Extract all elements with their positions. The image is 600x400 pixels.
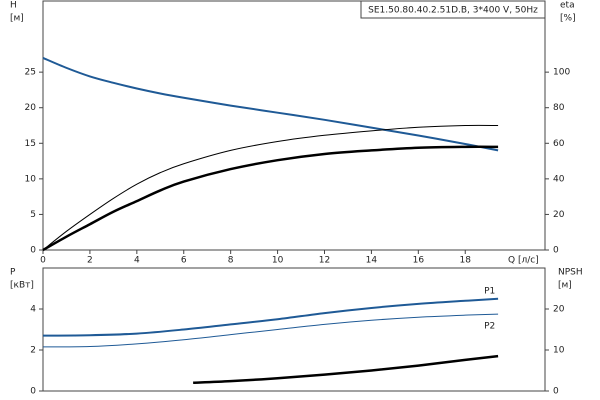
y-tick-label: 10 [25,174,37,184]
x-tick-label: 6 [181,256,187,266]
curve [42,56,499,152]
y2-tick-label: 20 [553,210,565,220]
curve [42,297,499,337]
y-axis-label: P [10,268,16,278]
curve [42,313,499,348]
curve [42,145,499,252]
y-tick-label: 0 [30,246,36,256]
x-tick-label: 0 [40,256,46,266]
curve [42,124,499,251]
title-box [360,0,546,19]
chart-title: SE1.50.80.40.2.51D.B, 3*400 V, 50Hz [368,6,538,16]
y-tick-label: 4 [30,305,36,315]
y2-tick-label: 20 [553,305,565,315]
y2-axis-unit: [%] [560,14,576,24]
y2-tick-label: 40 [553,174,565,184]
y-tick-label: 25 [25,68,36,78]
y-tick-label: 15 [25,139,36,149]
y2-tick-label: 0 [553,246,559,256]
x-tick-label: 16 [413,256,425,266]
x-tick-label: 2 [87,256,93,266]
y-axis-label: H [10,1,17,11]
x-tick-label: 12 [319,256,330,266]
plot-frame [42,0,546,251]
series-label: P2 [484,322,495,332]
y2-tick-label: 80 [553,103,565,113]
curve [193,354,499,385]
plot-frame [42,267,546,392]
y-axis-unit: [кВт] [10,281,34,291]
y2-tick-label: 100 [553,68,570,78]
y2-tick-label: 60 [553,139,565,149]
x-tick-label: 14 [366,256,378,266]
x-tick-label: 8 [228,256,234,266]
x-axis-label: Q [л/с] [508,256,539,266]
y2-axis-label: NPSH [558,268,583,278]
y2-tick-label: 10 [553,346,565,356]
y2-axis-unit: [м] [558,281,572,291]
y-tick-label: 2 [30,346,36,356]
y-tick-label: 20 [25,103,37,113]
y2-tick-label: 0 [553,387,559,397]
series-label: P1 [484,286,495,296]
y-tick-label: 5 [30,210,36,220]
x-tick-label: 18 [460,256,472,266]
y-tick-label: 0 [30,387,36,397]
x-tick-label: 10 [272,256,284,266]
y-axis-unit: [м] [10,14,24,24]
x-tick-label: 4 [134,256,140,266]
y2-axis-label: eta [560,1,575,11]
